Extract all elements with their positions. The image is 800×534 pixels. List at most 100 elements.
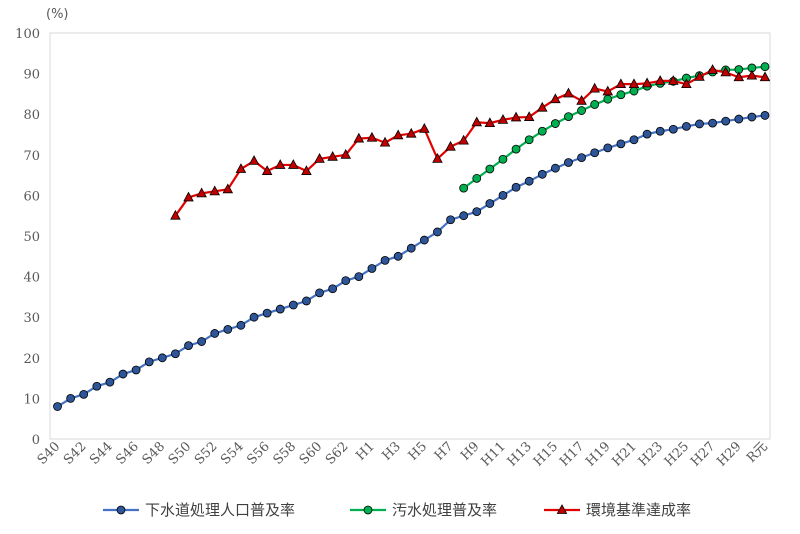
data-point — [576, 94, 587, 105]
data-point — [760, 62, 770, 72]
x-tick-label: H5 — [406, 439, 430, 463]
y-tick-label: 10 — [23, 392, 40, 407]
x-tick-label: H17 — [557, 439, 587, 469]
data-point — [433, 227, 442, 237]
data-point — [379, 136, 391, 147]
y-tick-label: 60 — [23, 189, 40, 204]
data-point — [472, 207, 482, 217]
y-unit-label: (%) — [46, 7, 69, 22]
data-point — [524, 135, 534, 145]
data-point — [118, 369, 128, 379]
data-point — [681, 121, 691, 131]
y-tick-label: 90 — [23, 68, 40, 83]
x-tick-label: H7 — [432, 439, 456, 463]
data-point — [235, 163, 247, 173]
data-point — [510, 111, 522, 122]
x-tick-label: S54 — [218, 439, 247, 468]
data-point — [563, 87, 574, 98]
data-point — [353, 132, 365, 143]
data-point — [615, 78, 627, 89]
data-point — [577, 106, 586, 115]
data-point — [629, 86, 639, 96]
data-point — [419, 122, 430, 133]
data-point — [668, 75, 679, 85]
legend-label: 汚水処理普及率 — [392, 501, 497, 519]
y-tick-label: 20 — [23, 352, 40, 367]
y-tick-label: 100 — [15, 27, 40, 42]
data-point — [249, 312, 259, 322]
data-point — [446, 215, 455, 225]
data-point — [105, 377, 115, 387]
data-point — [131, 365, 141, 375]
x-tick-label: S50 — [166, 439, 195, 468]
data-point — [629, 135, 639, 145]
data-point — [708, 118, 717, 128]
data-point — [485, 164, 495, 174]
data-point — [419, 235, 429, 245]
data-point — [366, 131, 378, 142]
x-tick-label: S62 — [323, 439, 352, 468]
x-tick-label: S42 — [61, 439, 90, 468]
data-point — [524, 176, 534, 186]
data-point — [196, 187, 207, 198]
x-tick-label: S58 — [271, 439, 300, 468]
data-point — [261, 165, 273, 175]
data-point — [721, 116, 731, 126]
data-point — [668, 124, 678, 134]
data-point — [301, 165, 312, 175]
data-point — [746, 69, 758, 80]
data-point — [209, 185, 220, 196]
data-point — [248, 155, 260, 165]
series-line — [56, 114, 766, 408]
data-point — [590, 100, 600, 109]
legend-marker — [363, 505, 373, 515]
x-tick-label: S44 — [87, 439, 116, 468]
legend: 下水道処理人口普及率 汚水処理普及率 環境基準達成率 — [103, 501, 691, 519]
data-point — [157, 353, 167, 363]
data-point — [92, 381, 102, 391]
plot-area — [49, 32, 771, 440]
y-tick-label: 30 — [23, 311, 40, 326]
data-point — [733, 71, 745, 82]
x-tick-label: H1 — [353, 439, 377, 463]
data-point — [222, 183, 234, 194]
data-point — [523, 111, 535, 121]
x-tick-label: H27 — [688, 439, 718, 469]
data-point — [550, 119, 560, 128]
data-point — [603, 143, 613, 153]
series-group — [53, 111, 770, 411]
data-point — [66, 393, 75, 403]
data-point — [210, 329, 220, 338]
x-tick-label: S60 — [297, 439, 326, 468]
data-point — [628, 78, 640, 89]
series-group — [459, 62, 770, 193]
data-point — [472, 173, 482, 183]
data-point — [616, 139, 626, 149]
data-point — [184, 341, 193, 351]
data-point — [536, 101, 548, 112]
data-point — [367, 264, 377, 273]
x-tick-label: S52 — [192, 439, 221, 468]
data-point — [223, 324, 233, 334]
data-point — [694, 71, 705, 81]
data-point — [275, 304, 285, 314]
x-tick-label: H23 — [636, 439, 666, 469]
data-point — [602, 85, 614, 96]
x-tick-label: H11 — [478, 439, 508, 469]
data-point — [707, 64, 718, 74]
data-point — [380, 255, 390, 265]
series-layer — [53, 62, 771, 411]
data-point — [459, 183, 469, 193]
data-point — [616, 90, 626, 100]
y-tick-label: 80 — [23, 108, 40, 123]
series-line — [463, 65, 766, 189]
data-point — [484, 117, 496, 128]
data-point — [471, 116, 483, 127]
data-point — [405, 127, 417, 138]
data-point — [497, 114, 509, 124]
data-point — [315, 288, 324, 298]
data-point — [550, 93, 561, 104]
data-point — [564, 112, 573, 122]
data-point — [406, 243, 416, 253]
data-point — [79, 389, 89, 399]
